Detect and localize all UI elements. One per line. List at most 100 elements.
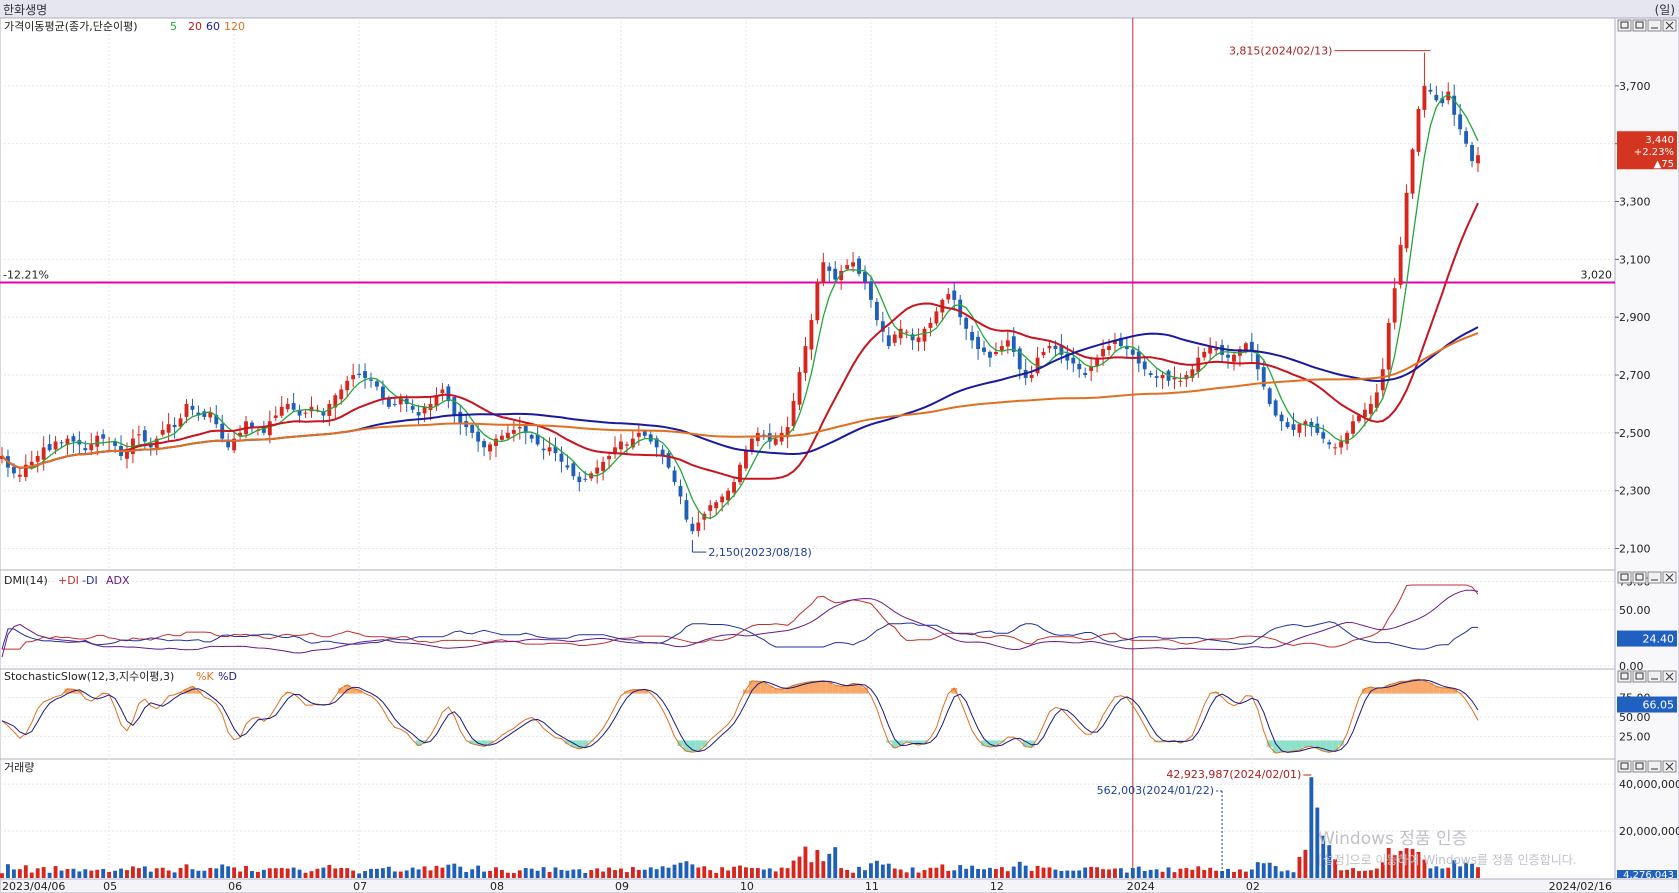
volume-bar [1351,868,1355,878]
volume-bar [1380,862,1385,878]
candle-body [803,346,808,373]
candle-body [440,389,445,393]
volume-panel-minimize-icon[interactable] [1647,760,1662,773]
candle-body [529,434,534,439]
candle-body [1327,442,1332,445]
candle-body [1398,244,1403,285]
x-axis-label: 2024 [1127,880,1155,893]
volume-bar [339,867,344,878]
price-panel-maximize-icon[interactable] [1632,19,1647,32]
volume-bar [386,866,391,878]
volume-bar [416,869,421,878]
volume-bar [1202,869,1207,878]
panel-labels: -12.21% 3,020 3,815(2024/02/13) 2,150(2023/… [3,20,1677,881]
volume-panel-restore-icon[interactable] [1617,760,1632,773]
volume-bar [95,869,100,878]
candle-body [595,467,600,474]
volume-bar [589,870,594,878]
ma-legend-120: 120 [224,20,245,33]
volume-panel-maximize-icon[interactable] [1632,760,1647,773]
volume-bar [464,871,469,878]
candle-body [1148,373,1153,376]
dmi-panel-minimize-icon[interactable] [1647,571,1662,584]
volume-bar [41,867,46,878]
volume-bar [1208,867,1213,878]
candle-body [238,432,242,437]
volume-bar [422,866,427,878]
stoch-overbought-fill [802,682,809,694]
candle-body [565,465,570,468]
stoch-panel-minimize-icon[interactable] [1647,670,1662,683]
stoch-overbought-fill [826,682,833,694]
volume-bar [250,871,254,878]
stoch-oversold-fill [415,740,422,746]
stoch-overbought-fill [344,684,351,694]
reference-line-group [0,18,1615,879]
window-title-bar: 한화생명 (일) [0,0,1679,18]
period-unit-label[interactable]: (일) [1654,3,1675,17]
candle-body [1279,414,1284,422]
candle-body [315,409,320,411]
volume-bar [244,865,248,878]
price-panel-minimize-icon[interactable] [1647,19,1662,32]
volume-bar [351,870,356,878]
ma-legend-5: 5 [170,20,177,33]
candle-body [1178,380,1183,382]
candle-body [47,444,52,451]
price-panel-restore-icon[interactable] [1617,19,1632,32]
volume-bar [321,867,326,878]
candle-body [1124,346,1129,349]
candle-body [1440,98,1445,104]
volume-bar [452,863,457,878]
stoch-overbought-fill [1385,684,1392,694]
moving-average-series [1,93,1479,520]
volume-bar [0,873,4,878]
volume-bar [726,870,731,878]
volume-bar [1166,867,1171,878]
volume-bar [208,867,213,878]
adx-line [1,589,1479,658]
minus-di-line [1,621,1478,650]
candle-body [732,482,736,493]
candle-body [375,381,379,387]
chart-area[interactable]: 2023/04/06 05 06 07 08 09 10 11 12 2024 02 2024/02/… [0,17,1679,893]
candle-body [720,496,725,503]
candle-body [232,438,237,451]
candle-body [23,464,28,478]
plus-di-line [2,584,1479,650]
stoch-overbought-fill [64,688,71,694]
stoch-oversold-fill [891,740,898,749]
stoch-oversold-fill [689,740,696,753]
candle-body [422,406,427,414]
stoch-panel-restore-icon[interactable] [1617,670,1632,683]
volume-bar [595,868,600,878]
volume-bar [1291,872,1296,878]
price-panel-maximize-glyph [1635,21,1644,29]
stock-chart-svg[interactable]: 2023/04/06 05 06 07 08 09 10 11 12 2024 02 2024/02/… [0,17,1679,893]
volume-bar [1297,856,1302,878]
candle-body [863,271,867,283]
stoch-overbought-fill [183,688,190,694]
candle-body [630,438,635,448]
candle-body [1422,85,1427,110]
candle-body [785,427,790,438]
volume-bar [624,872,629,878]
candle-body [1315,423,1320,433]
volume-bar [1172,872,1177,878]
volume-bar [1190,869,1195,878]
volume-bar [672,864,677,878]
volume-bar [845,869,850,878]
stoch-panel-maximize-icon[interactable] [1632,670,1647,683]
stoch-oversold-fill [1332,740,1339,751]
candle-body [827,266,832,271]
dmi-panel-restore-icon[interactable] [1617,571,1632,584]
dmi-panel-restore-glyph [1620,573,1629,581]
panel-controls[interactable] [1617,19,1677,773]
stoch-oversold-fill [695,740,702,752]
volume-bar [1065,870,1070,878]
stoch-panel-restore-glyph [1620,672,1629,680]
dmi-panel-maximize-icon[interactable] [1632,571,1647,584]
dmi-legend-item: ADX [106,574,130,587]
candle-body [339,389,344,400]
stoch-overbought-fill [1361,688,1368,694]
